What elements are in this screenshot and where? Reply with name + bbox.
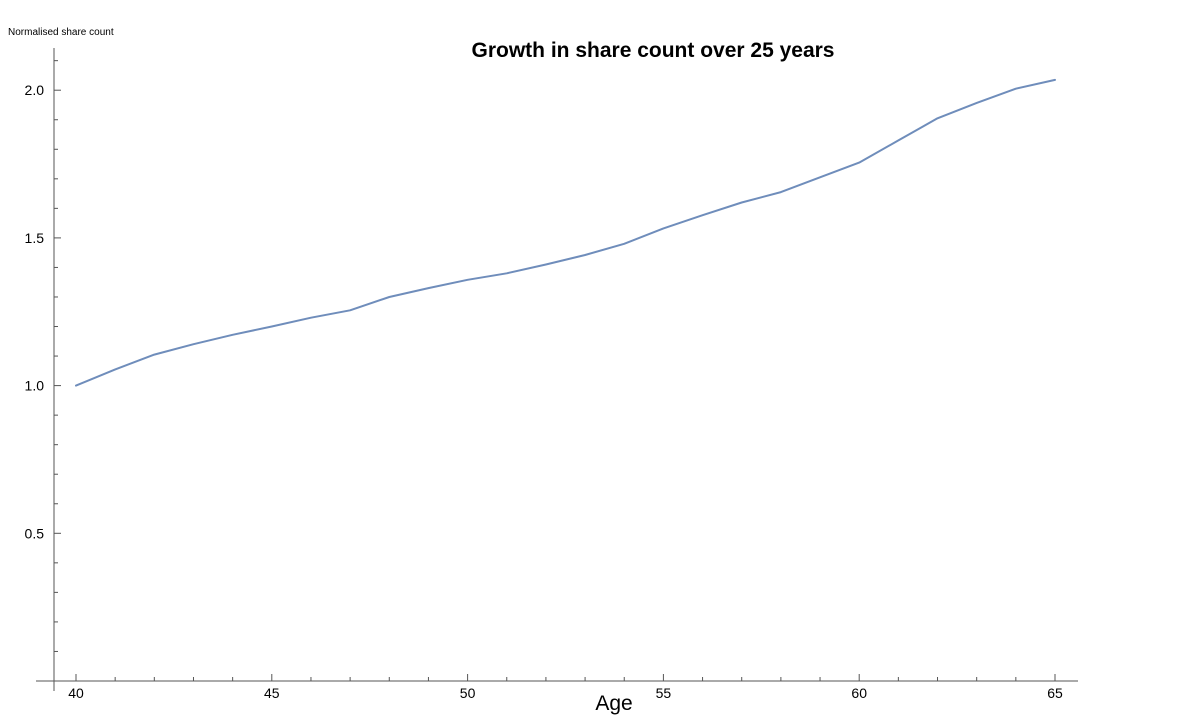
axes: 40 45 50 55 60 65 0.5 1.0 1.5 2.0 [25, 48, 1078, 701]
x-tick-label: 65 [1047, 685, 1063, 701]
x-tick-label: 60 [851, 685, 867, 701]
plot-area [76, 80, 1055, 386]
chart-title: Growth in share count over 25 years [472, 39, 835, 62]
y-axis-label: Normalised share count [8, 27, 114, 38]
y-tick-label: 2.0 [25, 82, 45, 98]
y-tick-label: 0.5 [25, 525, 45, 541]
x-tick-label: 50 [460, 685, 476, 701]
series-line [76, 80, 1055, 386]
x-tick-label: 40 [68, 685, 84, 701]
x-axis-label: Age [595, 692, 632, 715]
y-tick-label: 1.5 [25, 230, 45, 246]
y-tick-label: 1.0 [25, 378, 45, 394]
x-tick-label: 45 [264, 685, 280, 701]
x-tick-label: 55 [656, 685, 672, 701]
